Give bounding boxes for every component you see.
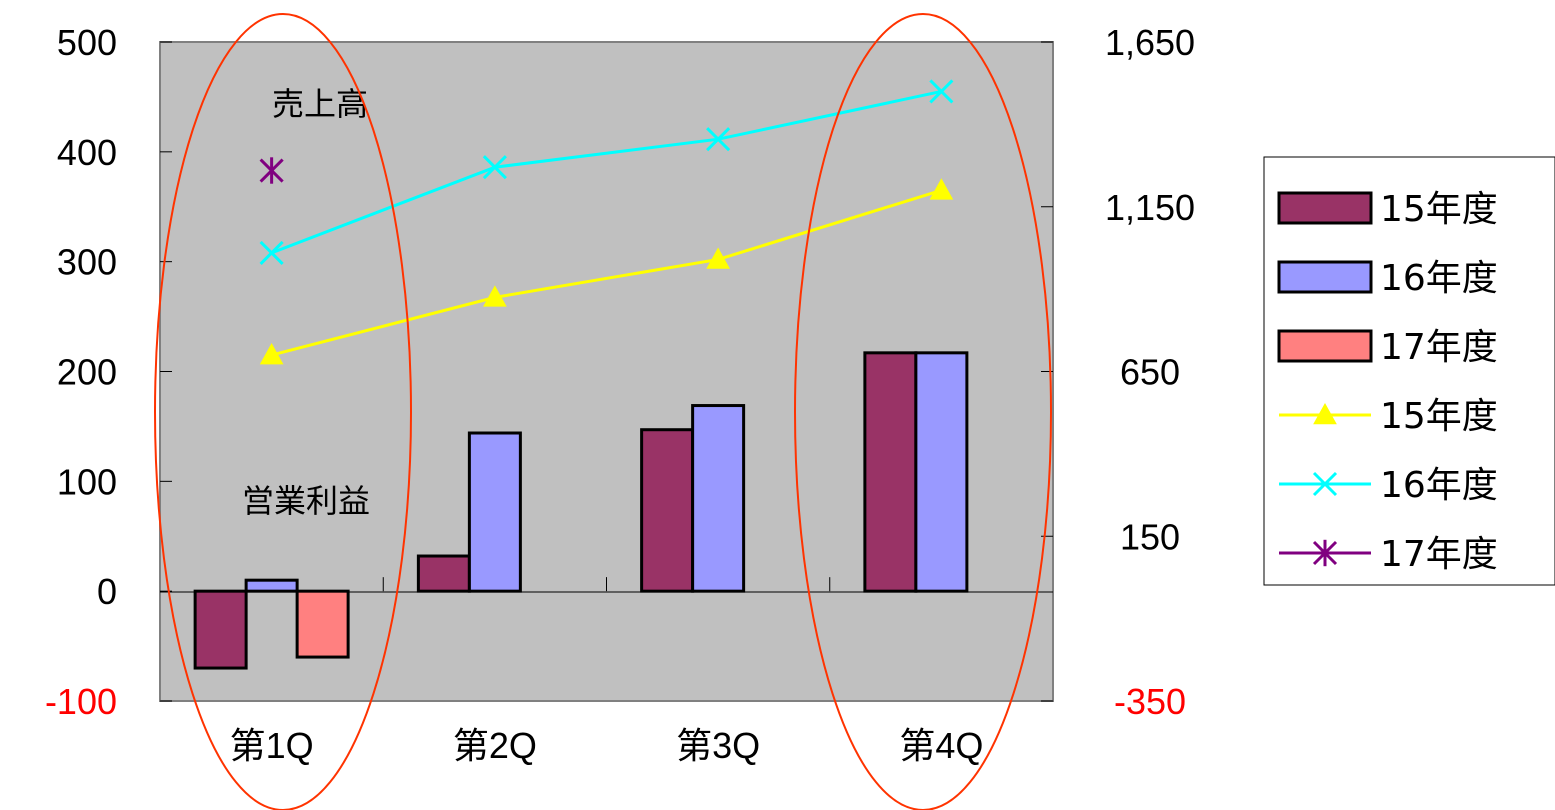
legend: 15年度 16年度 17年度 15年度 16年度 17年度 xyxy=(1263,156,1555,586)
legend-entry: 17年度 xyxy=(1279,534,1498,575)
legend-entry: 17年度 xyxy=(1277,327,1498,368)
line-point-2-3 xyxy=(706,127,731,152)
y-left-tick-label: 0 xyxy=(97,571,117,612)
bar-2-2 xyxy=(467,431,522,593)
x-tick-label: 第2Q xyxy=(453,725,537,766)
line-point-2-2 xyxy=(482,155,507,180)
svg-text:16年度: 16年度 xyxy=(1380,258,1498,299)
highlight-ellipse-q1 xyxy=(154,13,412,810)
y-right-tick-label: -350 xyxy=(1114,681,1186,722)
line-point-3-1 xyxy=(259,157,284,184)
line-point-1-2 xyxy=(483,285,507,307)
y-right-tick-label: 150 xyxy=(1120,516,1180,557)
bar-1-3 xyxy=(640,428,695,593)
svg-text:17年度: 17年度 xyxy=(1380,327,1498,368)
svg-text:15年度: 15年度 xyxy=(1380,396,1498,437)
bar-1-2 xyxy=(416,554,471,593)
line-series-2 xyxy=(271,89,942,255)
svg-text:16年度: 16年度 xyxy=(1380,465,1498,506)
legend-box xyxy=(1263,156,1555,586)
line-point-2-4 xyxy=(929,79,954,104)
line-point-1-4 xyxy=(929,178,954,200)
bar-3-1 xyxy=(295,589,350,659)
y-right-tick-label: 1,150 xyxy=(1105,187,1195,228)
x-tick-label: 第4Q xyxy=(899,725,983,766)
y-left-tick-label: 200 xyxy=(57,352,117,393)
x-tick-label: 第1Q xyxy=(230,725,314,766)
line-point-1-1 xyxy=(259,342,284,365)
sales-annotation: 売上高 xyxy=(272,85,368,123)
svg-text:15年度: 15年度 xyxy=(1380,189,1498,230)
y-left-tick-label: 500 xyxy=(57,22,117,63)
legend-entry: 16年度 xyxy=(1277,258,1498,299)
bar-2-1 xyxy=(244,578,299,593)
line-point-2-1 xyxy=(259,240,284,265)
y-left-tick-label: 400 xyxy=(57,132,117,173)
bar-2-3 xyxy=(691,404,746,593)
bar-1-1 xyxy=(193,589,248,670)
y-right-tick-label: 1,650 xyxy=(1105,22,1195,63)
legend-entry: 15年度 xyxy=(1277,189,1498,230)
line-series-1 xyxy=(271,188,942,357)
operating-profit-annotation: 営業利益 xyxy=(242,482,370,520)
legend-entry: 15年度 xyxy=(1279,396,1498,437)
y-left-tick-label: -100 xyxy=(45,681,117,722)
bar-2-4 xyxy=(914,351,969,593)
y-right-tick-label: 650 xyxy=(1120,352,1180,393)
x-tick-label: 第3Q xyxy=(676,725,760,766)
svg-text:17年度: 17年度 xyxy=(1380,534,1498,575)
y-left-tick-label: 100 xyxy=(57,461,117,502)
bar-1-4 xyxy=(863,351,918,593)
line-point-1-3 xyxy=(706,247,730,269)
y-left-tick-label: 300 xyxy=(57,242,117,283)
legend-entry: 16年度 xyxy=(1279,465,1498,506)
highlight-ellipse-q4 xyxy=(794,13,1052,810)
